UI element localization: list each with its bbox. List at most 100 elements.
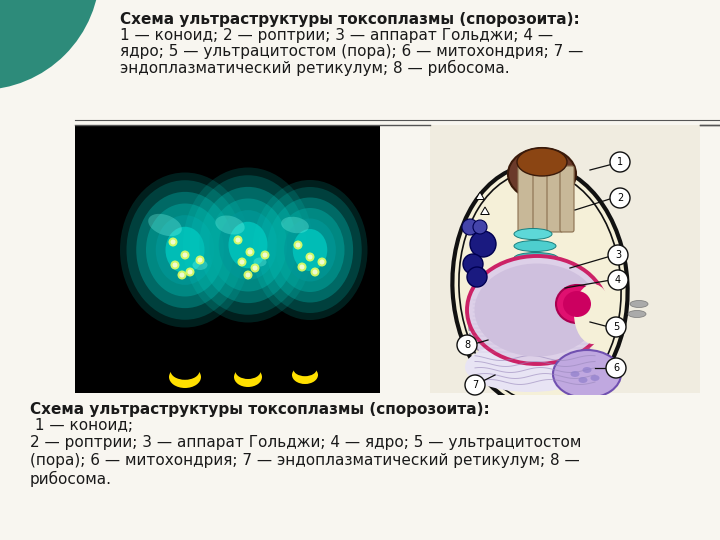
Circle shape <box>235 238 240 242</box>
Text: 3: 3 <box>615 250 621 260</box>
Ellipse shape <box>469 282 597 372</box>
Text: эндоплазматический ретикулум; 8 — рибосома.: эндоплазматический ретикулум; 8 — рибосо… <box>120 60 510 76</box>
Ellipse shape <box>590 375 600 381</box>
Ellipse shape <box>452 165 628 409</box>
Ellipse shape <box>517 148 567 176</box>
Ellipse shape <box>148 214 181 236</box>
Text: Схема ультраструктуры токсоплазмы (спорозоита):: Схема ультраструктуры токсоплазмы (споро… <box>30 402 490 417</box>
Ellipse shape <box>146 204 224 296</box>
Circle shape <box>196 255 204 265</box>
Ellipse shape <box>192 260 207 270</box>
Circle shape <box>181 251 189 260</box>
FancyBboxPatch shape <box>547 166 563 232</box>
Ellipse shape <box>517 266 553 274</box>
Ellipse shape <box>169 366 201 388</box>
Ellipse shape <box>156 215 215 285</box>
Circle shape <box>465 375 485 395</box>
Ellipse shape <box>574 284 612 344</box>
Circle shape <box>457 335 477 355</box>
Circle shape <box>243 271 253 280</box>
Ellipse shape <box>253 180 367 320</box>
Ellipse shape <box>465 342 595 392</box>
Ellipse shape <box>258 187 361 313</box>
Ellipse shape <box>630 300 648 307</box>
Circle shape <box>246 247 254 256</box>
Ellipse shape <box>520 284 542 292</box>
Circle shape <box>168 238 178 246</box>
Circle shape <box>608 245 628 265</box>
Text: ядро; 5 — ультрацитостом (пора); 6 — митохондрия; 7 —: ядро; 5 — ультрацитостом (пора); 6 — мит… <box>120 44 583 59</box>
Circle shape <box>463 254 483 274</box>
Circle shape <box>261 251 269 260</box>
Ellipse shape <box>570 371 580 377</box>
Circle shape <box>606 358 626 378</box>
Circle shape <box>610 152 630 172</box>
Text: 7: 7 <box>472 380 478 390</box>
Ellipse shape <box>253 258 266 267</box>
Ellipse shape <box>127 180 243 320</box>
Ellipse shape <box>281 217 309 233</box>
FancyBboxPatch shape <box>533 166 549 232</box>
Text: 5: 5 <box>613 322 619 332</box>
Text: 1: 1 <box>617 157 623 167</box>
Circle shape <box>186 267 194 276</box>
Ellipse shape <box>189 176 307 315</box>
Ellipse shape <box>563 291 591 317</box>
FancyBboxPatch shape <box>75 125 380 393</box>
Circle shape <box>263 253 268 258</box>
Ellipse shape <box>292 366 318 384</box>
Ellipse shape <box>276 208 344 292</box>
Circle shape <box>300 265 305 269</box>
Circle shape <box>238 258 246 267</box>
Ellipse shape <box>628 310 646 318</box>
Text: 2: 2 <box>617 193 623 203</box>
Text: 1 — коноид; 2 — роптрии; 3 — аппарат Гольджи; 4 —: 1 — коноид; 2 — роптрии; 3 — аппарат Гол… <box>120 28 553 43</box>
Ellipse shape <box>136 192 234 308</box>
Text: 6: 6 <box>613 363 619 373</box>
Ellipse shape <box>171 362 199 380</box>
Circle shape <box>197 258 202 262</box>
FancyBboxPatch shape <box>0 0 720 540</box>
Ellipse shape <box>514 228 552 240</box>
Ellipse shape <box>553 350 621 398</box>
Ellipse shape <box>556 285 598 323</box>
Ellipse shape <box>284 219 336 281</box>
Circle shape <box>233 235 243 245</box>
Circle shape <box>178 271 186 280</box>
Ellipse shape <box>293 229 328 271</box>
Circle shape <box>473 220 487 234</box>
Text: Схема ультраструктуры токсоплазмы (спорозоита):: Схема ультраструктуры токсоплазмы (споро… <box>120 12 580 27</box>
Ellipse shape <box>514 240 556 252</box>
Text: 4: 4 <box>615 275 621 285</box>
Ellipse shape <box>166 227 204 273</box>
Ellipse shape <box>293 362 317 376</box>
FancyBboxPatch shape <box>518 166 536 232</box>
Text: 1 — коноид;
2 — роптрии; 3 — аппарат Гольджи; 4 — ядро; 5 — ультрацитостом
(пора: 1 — коноид; 2 — роптрии; 3 — аппарат Гол… <box>30 418 581 487</box>
Circle shape <box>462 219 478 235</box>
Ellipse shape <box>582 367 592 373</box>
Circle shape <box>248 249 253 254</box>
Ellipse shape <box>234 367 262 387</box>
Circle shape <box>173 262 178 267</box>
Circle shape <box>470 231 496 257</box>
Circle shape <box>307 254 312 260</box>
Circle shape <box>305 253 315 261</box>
Circle shape <box>610 188 630 208</box>
Text: 8: 8 <box>464 340 470 350</box>
Circle shape <box>240 260 245 265</box>
Circle shape <box>318 258 326 267</box>
Ellipse shape <box>235 363 261 379</box>
FancyBboxPatch shape <box>560 166 574 232</box>
Ellipse shape <box>514 253 558 264</box>
FancyBboxPatch shape <box>0 395 720 540</box>
Circle shape <box>320 260 325 265</box>
Ellipse shape <box>228 222 268 268</box>
Ellipse shape <box>267 198 353 302</box>
Circle shape <box>467 267 487 287</box>
Circle shape <box>253 266 258 271</box>
Ellipse shape <box>467 256 607 364</box>
Circle shape <box>182 253 187 258</box>
Ellipse shape <box>209 199 287 292</box>
Ellipse shape <box>215 215 245 234</box>
Circle shape <box>251 264 259 273</box>
